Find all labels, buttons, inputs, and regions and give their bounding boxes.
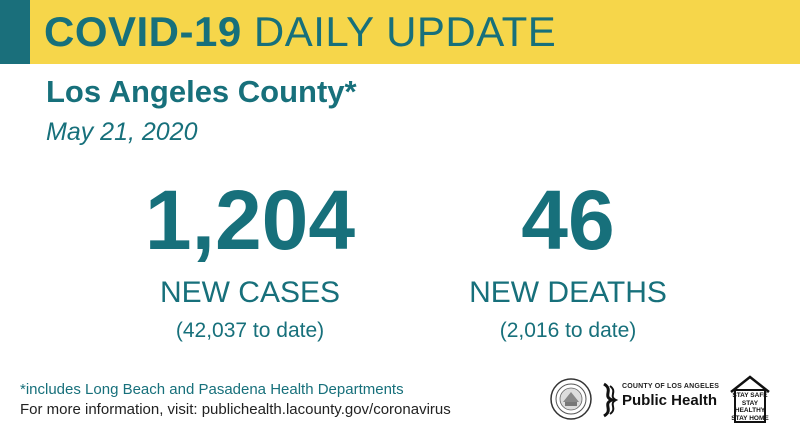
new-cases-label: NEW CASES bbox=[159, 276, 341, 309]
page-title: COVID-19 DAILY UPDATE bbox=[44, 9, 556, 55]
title-rest: DAILY UPDATE bbox=[253, 8, 557, 55]
cases-to-date: (42,037 to date) bbox=[175, 319, 325, 342]
stay-healthy-text: STAY HEALTHY bbox=[734, 399, 766, 415]
stay-home-house-icon: STAY SAFE STAY HEALTHY STAY HOME bbox=[728, 374, 772, 424]
banner-accent bbox=[0, 0, 30, 64]
public-health-county-text: COUNTY OF LOS ANGELES bbox=[622, 383, 720, 390]
stay-safe-text: STAY SAFE bbox=[732, 392, 768, 399]
public-health-logo-icon: COUNTY OF LOS ANGELES Public Health bbox=[600, 382, 720, 418]
new-deaths-label: NEW DEATHS bbox=[469, 276, 667, 309]
more-info-text: For more information, visit: publichealt… bbox=[20, 401, 451, 418]
new-cases-value: 1,204 bbox=[144, 173, 356, 267]
region-title: Los Angeles County* bbox=[46, 74, 357, 109]
new-deaths-stat: 46 NEW DEATHS (2,016 to date) bbox=[458, 178, 678, 344]
title-bold: COVID-19 bbox=[44, 8, 242, 55]
new-cases-stat: 1,204 NEW CASES (42,037 to date) bbox=[140, 178, 360, 344]
footnote: *includes Long Beach and Pasadena Health… bbox=[20, 381, 404, 398]
public-health-name: Public Health bbox=[622, 392, 718, 409]
deaths-to-date: (2,016 to date) bbox=[499, 319, 637, 342]
logo-strip: COUNTY OF LOS ANGELES Public Health STAY… bbox=[550, 374, 790, 424]
header-banner: COVID-19 DAILY UPDATE bbox=[0, 0, 800, 64]
new-deaths-value: 46 bbox=[521, 173, 615, 267]
update-date: May 21, 2020 bbox=[46, 118, 198, 146]
county-seal-icon bbox=[550, 378, 592, 420]
stay-home-text: STAY HOME bbox=[731, 414, 769, 422]
